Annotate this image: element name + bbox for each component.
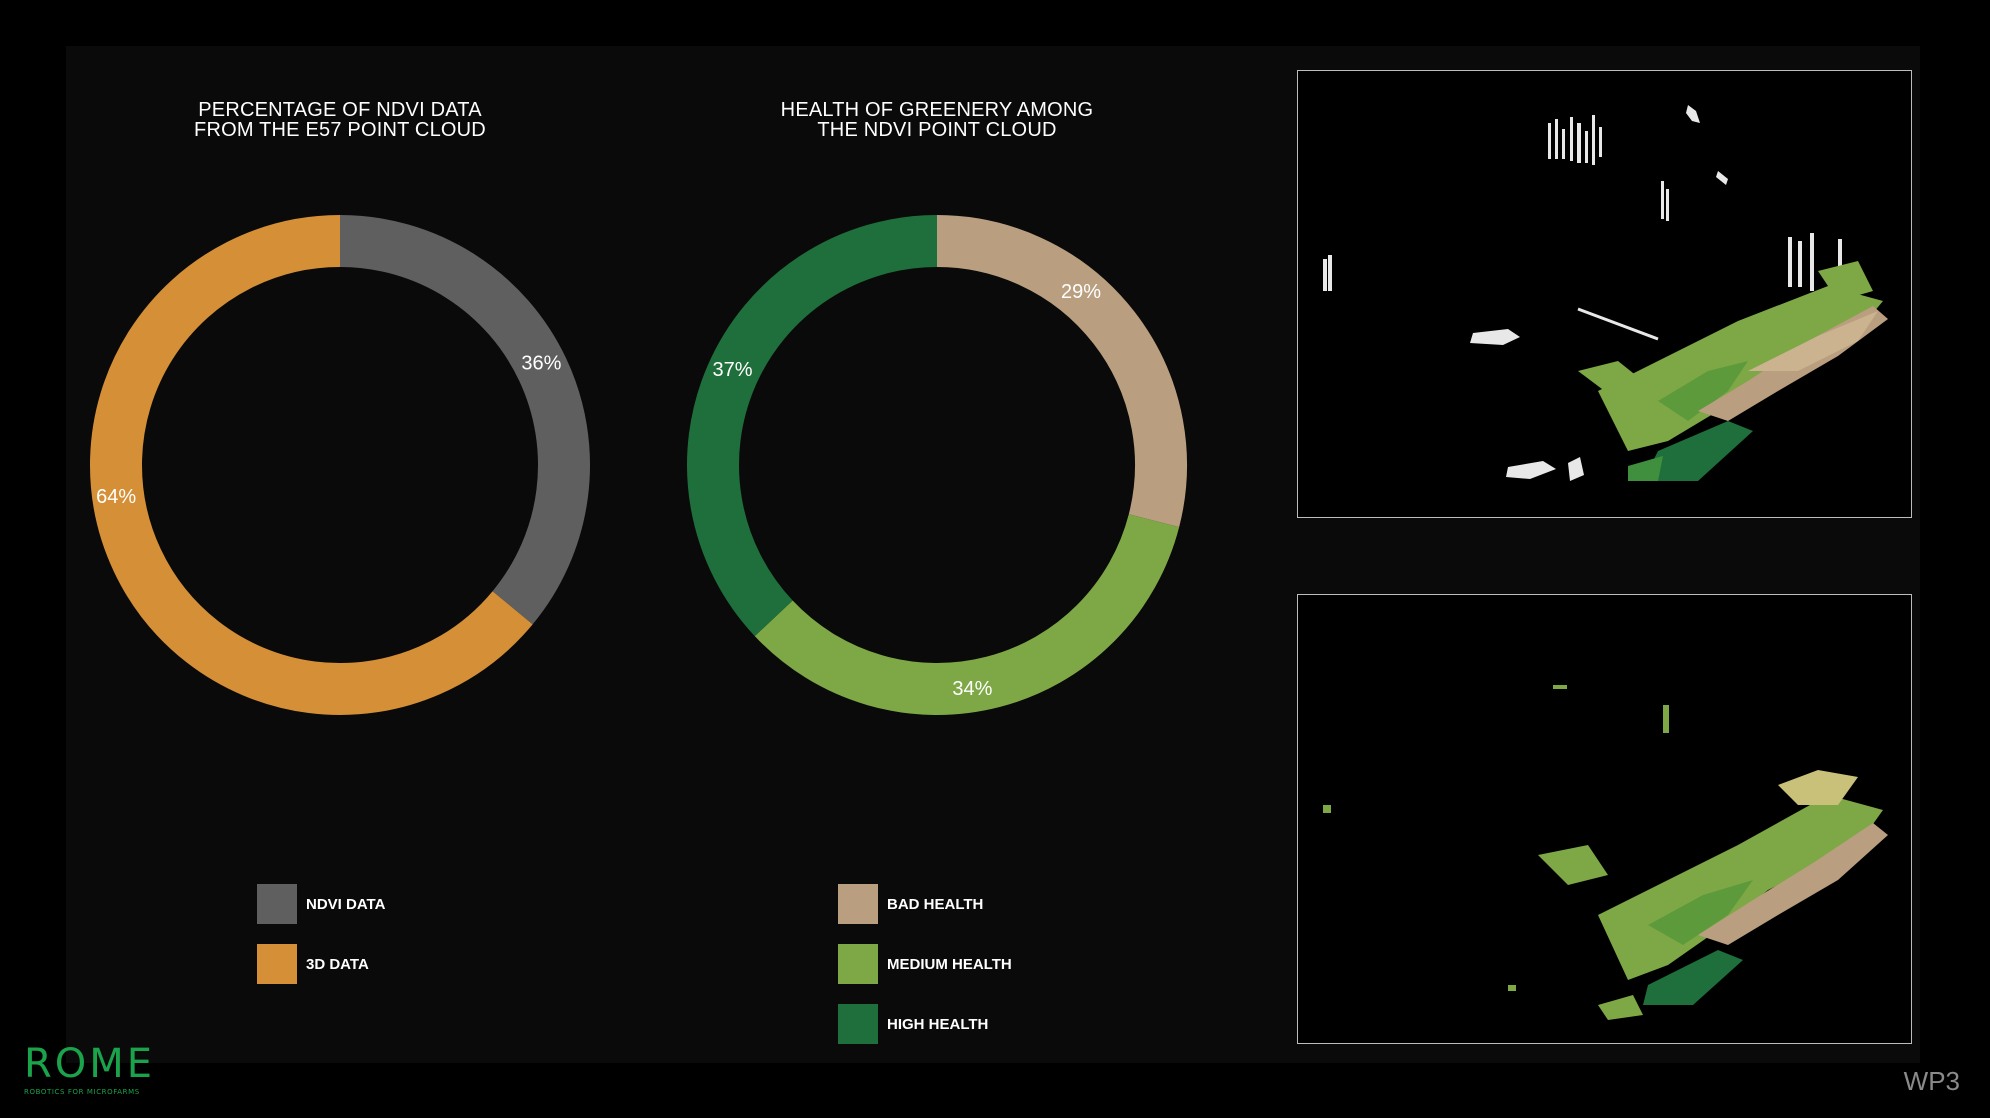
legend-greenery-health: BAD HEALTH MEDIUM HEALTH HIGH HEALTH (838, 884, 1138, 1064)
point-cloud-view-top (1297, 70, 1912, 518)
legend-label: HIGH HEALTH (887, 1015, 989, 1033)
donut-slice-3d-data (90, 215, 533, 715)
rome-logo: ROME ROBOTICS FOR MICROFARMS (24, 1044, 174, 1100)
donut-slice-bad-health (936, 215, 1187, 528)
legend-item-medium-health: MEDIUM HEALTH (838, 944, 1012, 984)
legend-label: 3D DATA (306, 955, 369, 973)
donut-chart-greenery-health: 29% 34% 37% (687, 215, 1187, 715)
donut-slice-medium-health (754, 513, 1180, 715)
legend-label: NDVI DATA (306, 895, 386, 913)
legend-item-3d-data: 3D DATA (257, 944, 369, 984)
donut-chart-ndvi-percentage: 36% 64% (90, 215, 590, 715)
donut-slice-ndvi-data (339, 215, 590, 625)
chart-title-ndvi-percentage: PERCENTAGE OF NDVI DATA FROM THE E57 POI… (194, 99, 486, 141)
data-label-medium-health: 34% (952, 678, 992, 700)
legend-item-high-health: HIGH HEALTH (838, 1004, 988, 1044)
legend-swatch (838, 884, 878, 924)
legend-swatch (838, 1004, 878, 1044)
legend-swatch (257, 884, 297, 924)
legend-item-bad-health: BAD HEALTH (838, 884, 983, 924)
donut-slice-high-health (687, 215, 938, 637)
legend-swatch (257, 944, 297, 984)
legend-label: BAD HEALTH (887, 895, 984, 913)
legend-label: MEDIUM HEALTH (887, 955, 1012, 973)
point-cloud-rgb-image (1323, 105, 1888, 481)
logo-tagline: ROBOTICS FOR MICROFARMS (24, 1088, 140, 1096)
logo-wordmark: ROME (24, 1041, 156, 1087)
data-label-ndvi-data: 36% (521, 352, 561, 374)
slide-tag: WP3 (1903, 1066, 1960, 1096)
legend-swatch (838, 944, 878, 984)
legend-item-ndvi-data: NDVI DATA (257, 884, 385, 924)
point-cloud-ndvi-image (1323, 685, 1888, 1020)
point-cloud-view-bottom (1297, 594, 1912, 1044)
data-label-high-health: 37% (712, 359, 752, 381)
data-label-3d-data: 64% (96, 486, 136, 508)
chart-title-greenery-health: HEALTH OF GREENERY AMONG THE NDVI POINT … (780, 99, 1094, 141)
legend-ndvi-percentage: NDVI DATA 3D DATA (257, 884, 557, 1004)
data-label-bad-health: 29% (1061, 281, 1101, 303)
